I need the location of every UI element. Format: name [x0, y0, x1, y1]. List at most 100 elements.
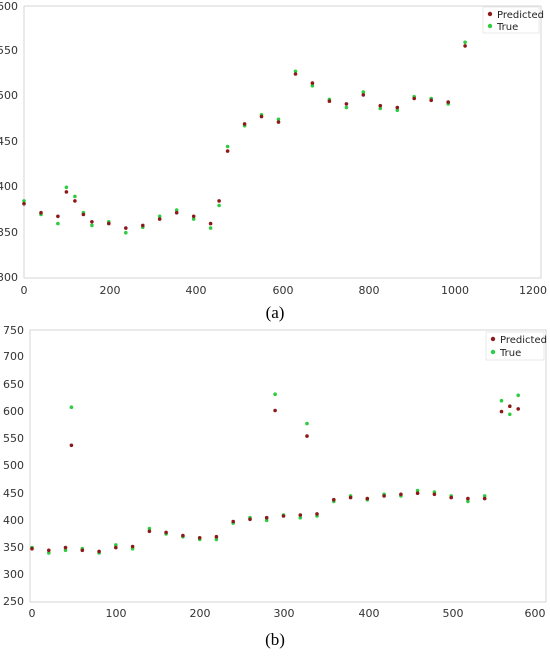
point-true-b — [264, 518, 269, 523]
point-predicted-b — [114, 545, 118, 550]
y-tick-labels-a: 300 350 400 450 500 550 600 — [0, 0, 18, 284]
point-predicted-b — [415, 491, 420, 496]
point-true-a — [217, 203, 221, 208]
point-predicted-a — [217, 199, 221, 203]
point-predicted-a — [191, 214, 196, 219]
point-true-a — [310, 84, 315, 88]
plot-frame-a — [23, 5, 542, 279]
legend-a: Predicted True — [482, 6, 544, 34]
x-tick-labels-a: 0 200 400 600 800 1000 1200 — [21, 284, 548, 297]
point-true-a — [395, 108, 400, 113]
point-predicted-a — [64, 190, 69, 194]
point-predicted-b — [69, 443, 74, 448]
point-true-b — [273, 392, 277, 397]
x-tick-b: 0 — [29, 607, 36, 620]
point-predicted-b — [466, 496, 470, 501]
x-tick-a: 600 — [273, 284, 294, 297]
y-tick-a: 350 — [0, 226, 18, 239]
point-true-a — [73, 194, 77, 199]
point-predicted-b — [164, 530, 168, 535]
point-true-b — [415, 488, 420, 493]
point-predicted-a — [56, 214, 60, 219]
legend-label-predicted-a: Predicted — [497, 10, 544, 21]
point-predicted-a — [107, 221, 111, 226]
y-tick-labels-b: 250 300 350 400 450 500 550 600 650 700 … — [3, 324, 24, 608]
point-predicted-a — [293, 72, 298, 76]
point-predicted-b — [97, 549, 101, 554]
caption-a-text: (a) — [266, 303, 285, 322]
y-tick-b: 750 — [3, 324, 24, 337]
caption-a: (a) — [266, 303, 285, 322]
y-tick-b: 450 — [3, 487, 24, 500]
y-tick-b: 400 — [3, 514, 24, 527]
x-tick-b: 400 — [359, 607, 380, 620]
point-true-a — [463, 40, 467, 45]
point-true-b — [508, 412, 512, 417]
y-tick-a: 300 — [0, 271, 18, 284]
point-predicted-b — [399, 492, 403, 497]
point-predicted-a — [463, 44, 467, 48]
x-tick-b: 100 — [106, 607, 127, 620]
point-true-b — [466, 499, 470, 504]
point-predicted-b — [382, 494, 386, 498]
point-true-a — [90, 223, 94, 228]
point-predicted-b — [47, 548, 51, 553]
point-predicted-b — [432, 492, 437, 497]
point-predicted-b — [281, 514, 286, 518]
legend-label-predicted-b: Predicted — [500, 335, 547, 346]
point-true-a — [293, 69, 298, 74]
point-predicted-a — [378, 103, 383, 108]
point-predicted-a — [344, 102, 349, 106]
y-tick-a: 600 — [0, 0, 18, 13]
point-predicted-b — [315, 512, 319, 516]
legend-marker-predicted-b — [490, 336, 496, 342]
legend-marker-true-b — [490, 349, 496, 355]
point-true-b — [147, 526, 152, 531]
point-predicted-a — [395, 105, 400, 110]
point-predicted-b — [214, 534, 219, 539]
y-tick-a: 550 — [0, 44, 18, 57]
points-a — [22, 40, 467, 235]
point-predicted-a — [259, 114, 264, 119]
point-predicted-a — [22, 201, 26, 206]
legend-box-a — [482, 6, 540, 34]
y-tick-b: 550 — [3, 432, 24, 445]
legend-marker-true-a — [487, 23, 493, 29]
point-predicted-b — [305, 434, 309, 438]
x-tick-labels-b: 0 100 200 300 400 500 600 — [29, 607, 546, 620]
legend-label-true-b: True — [499, 348, 521, 359]
point-predicted-a — [276, 120, 281, 124]
point-predicted-b — [499, 409, 504, 414]
point-predicted-a — [157, 217, 162, 221]
point-true-b — [69, 405, 74, 410]
point-predicted-b — [273, 408, 277, 413]
point-true-b — [47, 551, 51, 555]
point-predicted-b — [332, 497, 336, 502]
plot-frame-b — [29, 329, 547, 603]
point-predicted-a — [242, 122, 247, 126]
point-true-b — [516, 393, 520, 398]
x-tick-a: 200 — [100, 284, 121, 297]
point-predicted-b — [516, 407, 520, 411]
point-predicted-a — [90, 220, 94, 224]
point-true-b — [114, 543, 118, 547]
y-tick-b: 650 — [3, 378, 24, 391]
point-predicted-b — [80, 548, 85, 553]
chart-b: 250 300 350 400 450 500 550 600 650 700 … — [3, 324, 547, 649]
point-predicted-a — [39, 210, 43, 215]
y-tick-a: 500 — [0, 89, 18, 102]
points-b — [30, 392, 520, 555]
point-predicted-a — [208, 221, 213, 226]
point-true-a — [157, 214, 162, 219]
point-predicted-a — [225, 149, 230, 153]
point-predicted-a — [412, 96, 417, 101]
point-true-a — [191, 217, 196, 221]
point-predicted-a — [310, 81, 315, 85]
point-true-a — [174, 208, 179, 212]
y-tick-a: 400 — [0, 180, 18, 193]
point-true-a — [344, 105, 349, 110]
point-predicted-b — [197, 536, 202, 540]
point-predicted-b — [508, 404, 512, 409]
point-predicted-a — [73, 199, 77, 203]
point-predicted-b — [231, 519, 235, 524]
